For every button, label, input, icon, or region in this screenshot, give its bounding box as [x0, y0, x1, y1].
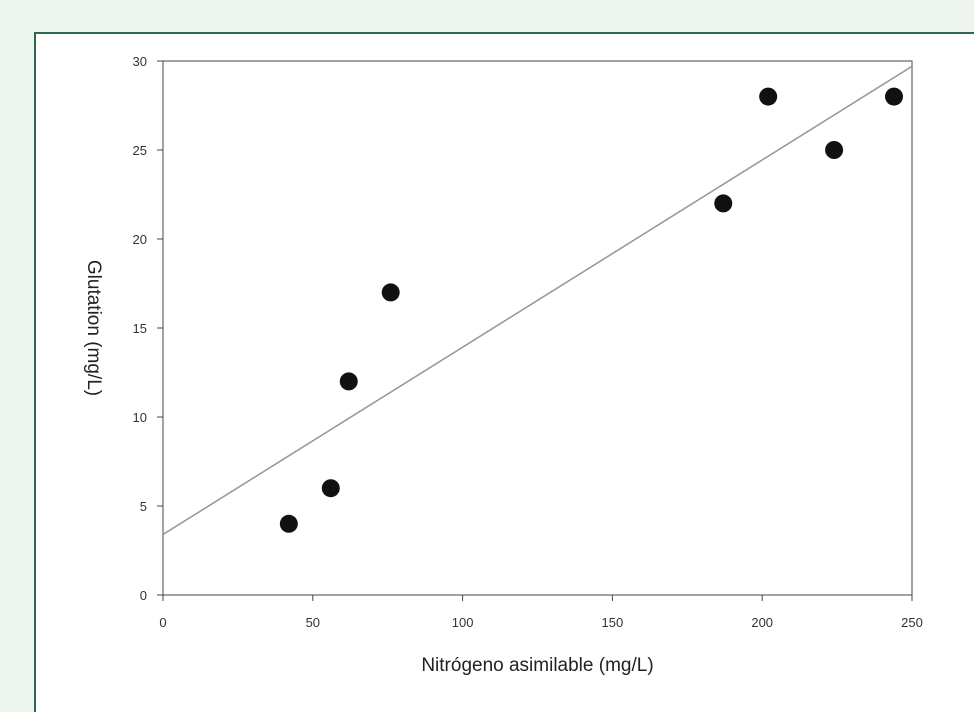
y-axis-title: Glutation (mg/L) — [83, 260, 104, 396]
data-point — [885, 87, 904, 106]
plot-border — [162, 60, 913, 596]
x-tick-label: 150 — [602, 615, 624, 630]
data-point — [759, 87, 778, 106]
y-tick-label: 20 — [133, 232, 147, 247]
y-tick-label: 5 — [140, 499, 147, 514]
data-point — [279, 514, 298, 533]
x-tick-label: 200 — [751, 615, 773, 630]
plot-area: 0 50 100 150 200 250 0 5 10 15 20 25 30 — [133, 54, 923, 630]
y-tick-label: 15 — [133, 321, 147, 336]
x-tick-label: 0 — [159, 615, 166, 630]
figure-frame — [34, 32, 974, 712]
y-tick-label: 10 — [133, 410, 147, 425]
x-axis-title: Nitrógeno asimilable (mg/L) — [421, 655, 653, 676]
data-point — [339, 372, 358, 391]
x-tick-label: 50 — [306, 615, 320, 630]
y-tick-label: 0 — [140, 588, 147, 603]
x-tick-label: 100 — [452, 615, 474, 630]
x-axis-ticks: 0 50 100 150 200 250 — [159, 595, 923, 630]
data-point — [714, 194, 733, 213]
data-point — [381, 283, 400, 302]
y-axis-ticks: 0 5 10 15 20 25 30 — [133, 54, 163, 603]
data-point — [321, 479, 340, 498]
data-point — [825, 141, 844, 159]
trend-line — [162, 65, 913, 536]
x-tick-label: 250 — [901, 615, 923, 630]
data-points — [279, 87, 904, 533]
y-tick-label: 30 — [133, 54, 147, 69]
y-tick-label: 25 — [133, 143, 147, 158]
